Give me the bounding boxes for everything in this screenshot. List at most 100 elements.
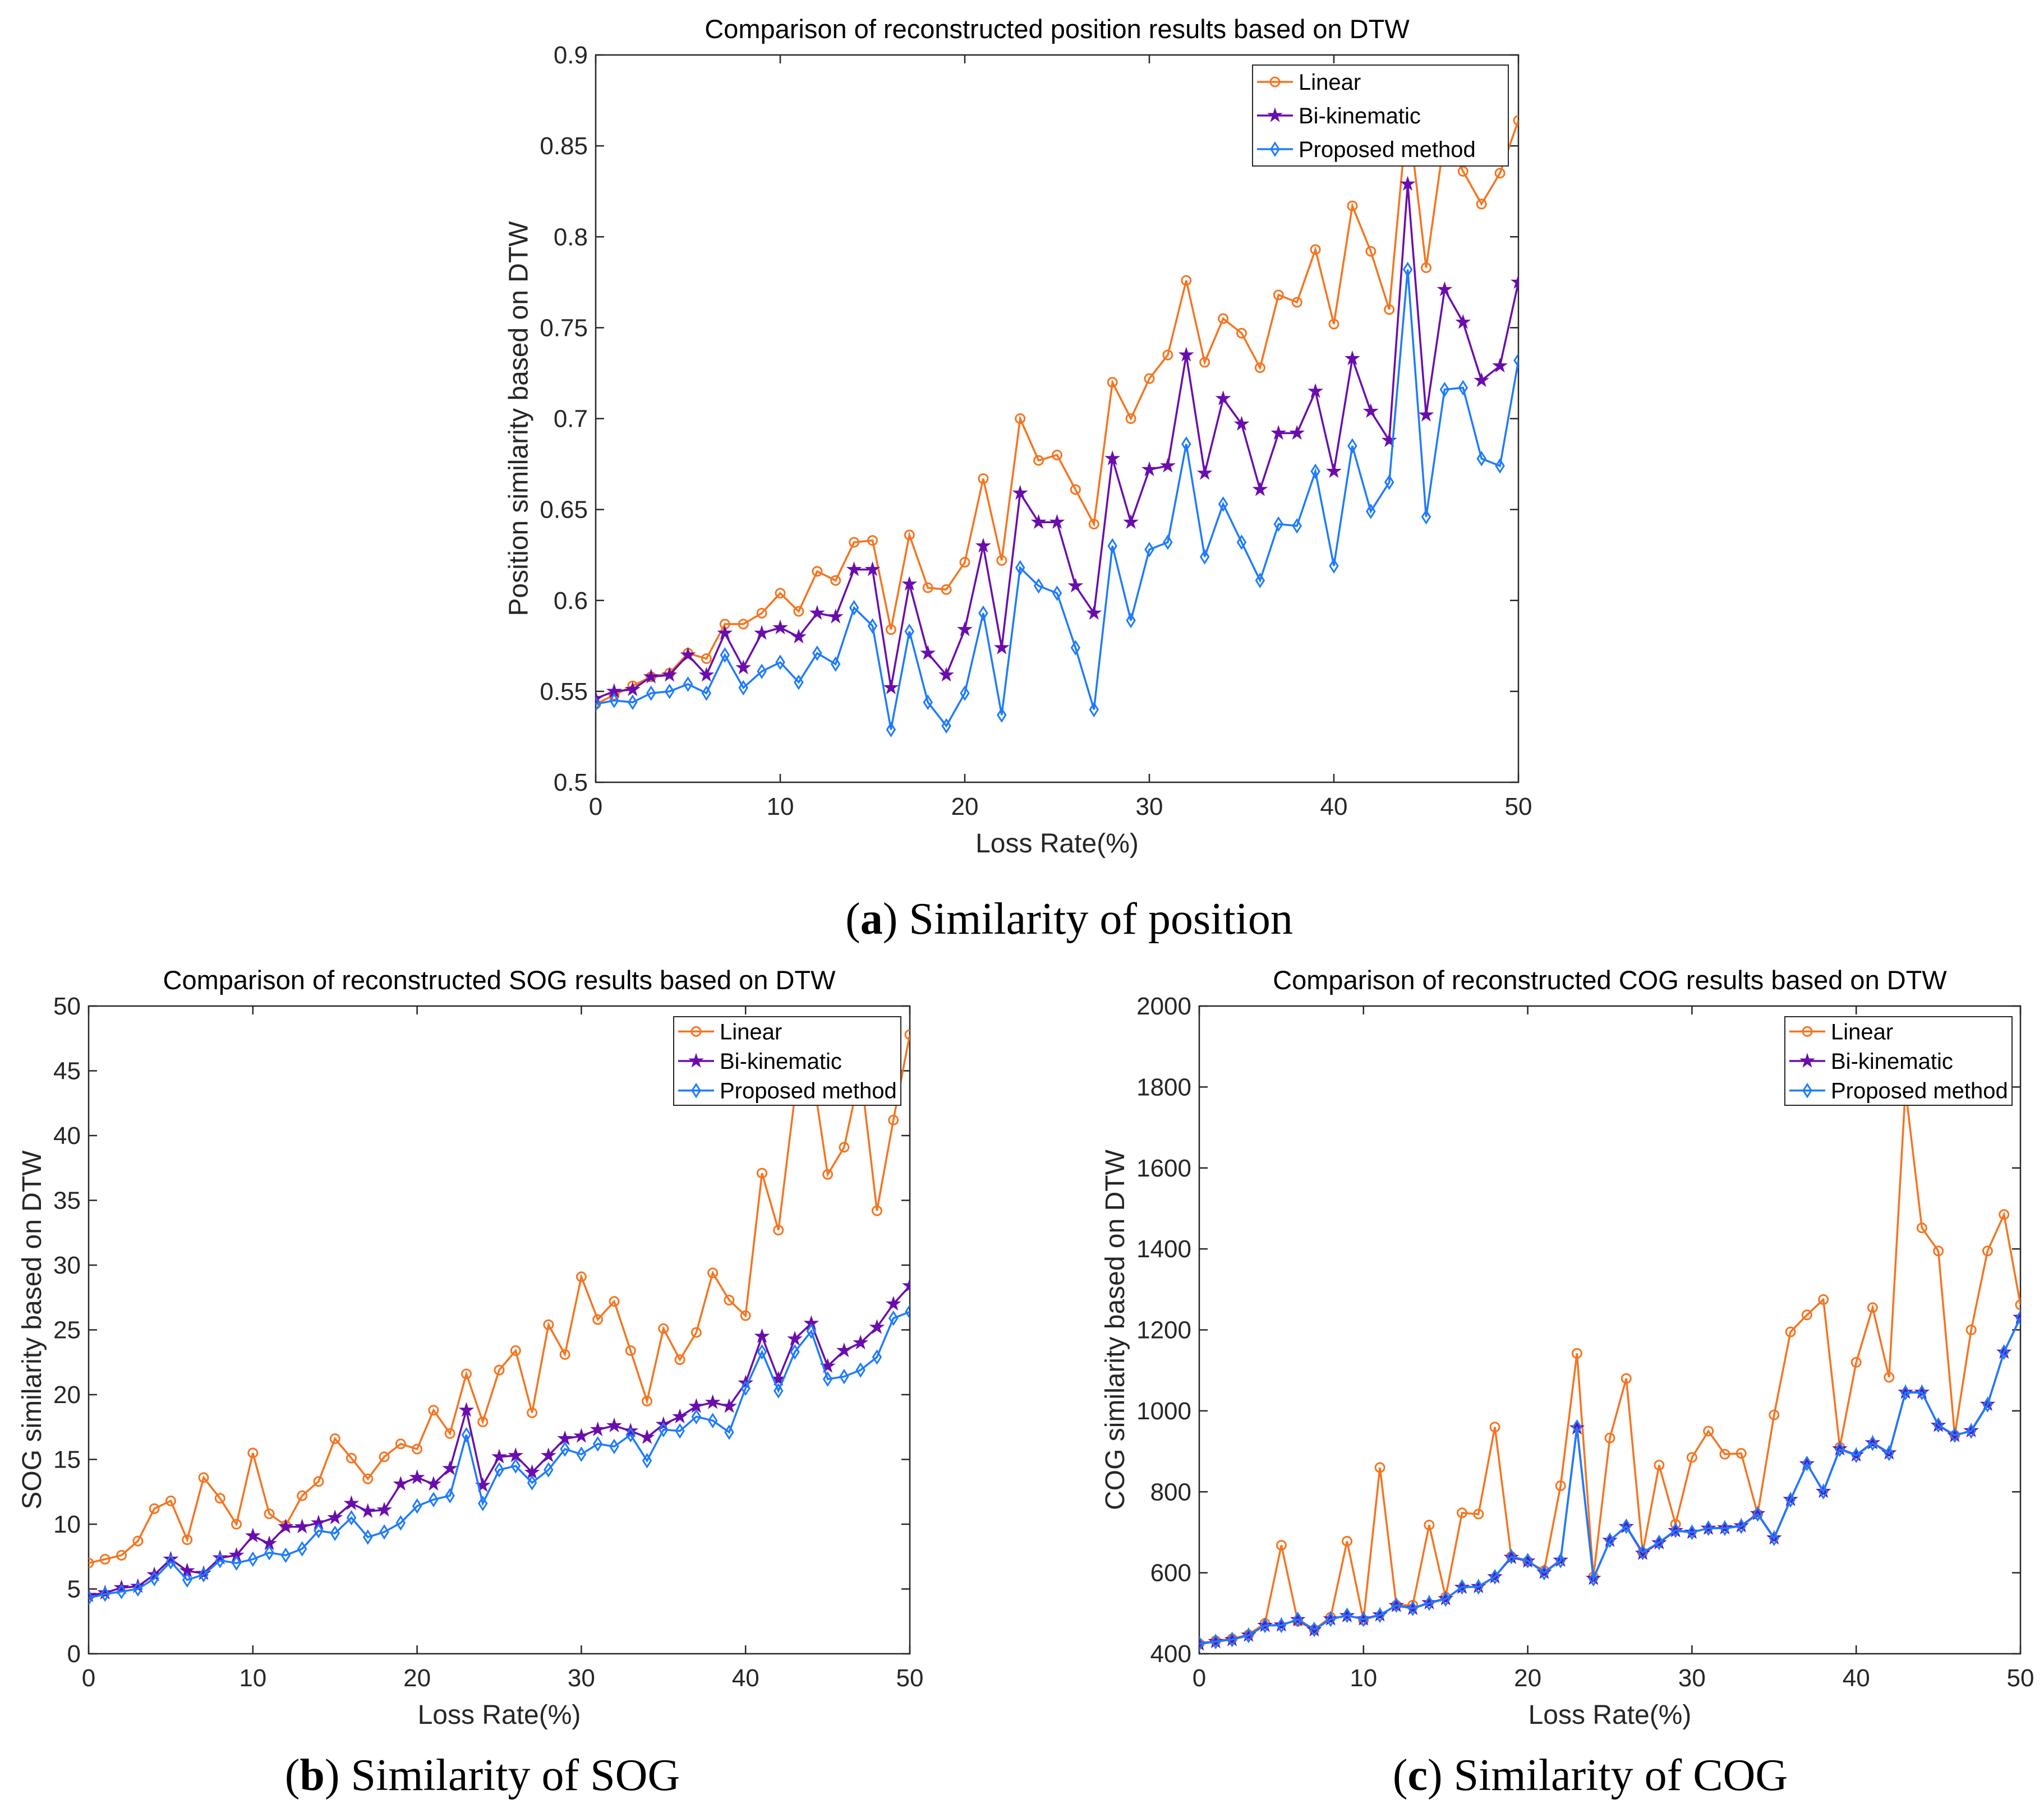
circle-marker — [922, 582, 933, 593]
diamond-marker — [757, 1344, 767, 1360]
circle-marker — [1365, 246, 1377, 257]
diamond-marker — [978, 605, 988, 621]
diamond-marker — [1720, 1520, 1730, 1537]
y-tick-label: 0.75 — [540, 314, 588, 342]
diamond-marker — [1818, 1484, 1829, 1500]
y-tick-label: 20 — [53, 1381, 81, 1409]
diamond-marker — [1802, 1082, 1812, 1099]
y-tick-label: 0 — [67, 1640, 81, 1668]
diamond-marker — [1555, 1553, 1566, 1569]
diamond-marker — [1703, 1520, 1714, 1537]
diamond-marker — [1769, 1530, 1779, 1547]
y-tick-label: 0.85 — [540, 132, 588, 160]
star-marker — [698, 667, 715, 682]
star-marker — [540, 1447, 556, 1463]
legend-entry: Proposed method — [1831, 1079, 2008, 1104]
diamond-marker — [461, 1427, 472, 1443]
chart-1: 0 10 20 30 40 50 0 5 10 15 20 25 30 35 40 45 50 Compariso… — [17, 965, 923, 1800]
star-marker — [425, 1475, 441, 1491]
circle-marker — [1254, 362, 1265, 373]
circle-marker — [247, 1447, 259, 1459]
diamond-marker — [592, 1436, 603, 1452]
star-marker — [680, 647, 696, 662]
circle-marker — [510, 1345, 521, 1356]
circle-marker — [642, 1396, 653, 1407]
diamond-marker — [1070, 640, 1081, 656]
y-tick-label: 1800 — [1136, 1073, 1191, 1101]
diamond-marker — [1384, 474, 1394, 490]
diamond-marker — [215, 1552, 225, 1569]
x-tick-label: 0 — [589, 793, 602, 820]
diamond-marker — [1933, 1417, 1944, 1433]
circle-marker — [867, 535, 878, 546]
x-tick-label: 10 — [767, 793, 794, 820]
diamond-marker — [1359, 1611, 1369, 1627]
y-tick-label: 0.65 — [540, 496, 588, 524]
star-marker — [97, 1584, 113, 1600]
diamond-marker — [100, 1586, 111, 1602]
star-marker — [717, 625, 733, 640]
diamond-marker — [89, 1590, 94, 1606]
diamond-marker — [806, 1323, 817, 1339]
diamond-marker — [1218, 496, 1228, 512]
diamond-marker — [609, 693, 619, 708]
circle-marker — [1686, 1452, 1697, 1463]
circle-marker — [412, 1443, 423, 1455]
circle-marker — [1052, 449, 1062, 460]
circle-marker — [1276, 1540, 1287, 1551]
circle-marker — [313, 1476, 324, 1487]
diamond-marker — [182, 1572, 192, 1588]
circle-marker — [740, 1310, 751, 1321]
circle-marker — [822, 1169, 834, 1180]
diamond-marker — [1457, 1579, 1467, 1595]
x-tick-label: 10 — [239, 1664, 266, 1692]
circle-marker — [1703, 1426, 1714, 1437]
star-marker — [1141, 461, 1157, 477]
diamond-marker — [1473, 1579, 1484, 1595]
diamond-marker — [1621, 1518, 1632, 1534]
y-axis-label: COG similarity based on DTW — [1101, 1149, 1130, 1510]
circle-marker — [264, 1508, 275, 1520]
star-marker — [721, 1398, 737, 1413]
circle-marker — [830, 575, 841, 586]
y-tick-label: 2000 — [1136, 993, 1191, 1020]
diamond-marker — [1917, 1385, 1927, 1401]
diamond-marker — [231, 1555, 242, 1571]
diamond-marker — [149, 1571, 159, 1586]
x-tick-label: 50 — [2007, 1664, 2034, 1692]
star-marker — [1455, 313, 1471, 329]
y-tick-label: 0.6 — [554, 587, 588, 615]
plot-area — [595, 54, 1520, 783]
diamond-marker — [1513, 352, 1518, 368]
circle-marker — [1218, 313, 1229, 324]
series-layer — [89, 1029, 910, 1606]
diamond-marker — [199, 1567, 209, 1583]
circle-marker — [1456, 1507, 1467, 1519]
y-tick-label: 0.8 — [554, 223, 588, 251]
circle-marker — [362, 1473, 374, 1484]
star-marker — [1326, 463, 1342, 478]
legend-entry: Bi-kinematic — [1831, 1049, 1953, 1074]
diamond-marker — [510, 1458, 521, 1474]
x-tick-label: 10 — [1350, 1664, 1377, 1692]
circle-marker — [707, 1267, 719, 1279]
y-tick-label: 35 — [53, 1187, 81, 1215]
diamond-marker — [527, 1475, 537, 1491]
x-tick-label: 30 — [1678, 1664, 1706, 1692]
circle-marker — [395, 1438, 406, 1450]
diamond-marker — [1255, 573, 1265, 588]
circle-marker — [231, 1519, 242, 1530]
chart-title: Comparison of reconstructed position res… — [705, 14, 1410, 44]
star-marker — [1252, 481, 1268, 496]
diamond-marker — [691, 1409, 702, 1425]
diamond-marker — [1752, 1506, 1763, 1522]
circle-marker — [116, 1549, 127, 1561]
circle-marker — [1476, 199, 1487, 210]
diamond-marker — [494, 1462, 504, 1478]
circle-marker — [1621, 1373, 1632, 1384]
circle-marker — [775, 588, 786, 599]
diamond-marker — [822, 1371, 833, 1387]
circle-marker — [477, 1417, 489, 1428]
circle-marker — [89, 1557, 94, 1569]
circle-marker — [1999, 1209, 2010, 1220]
